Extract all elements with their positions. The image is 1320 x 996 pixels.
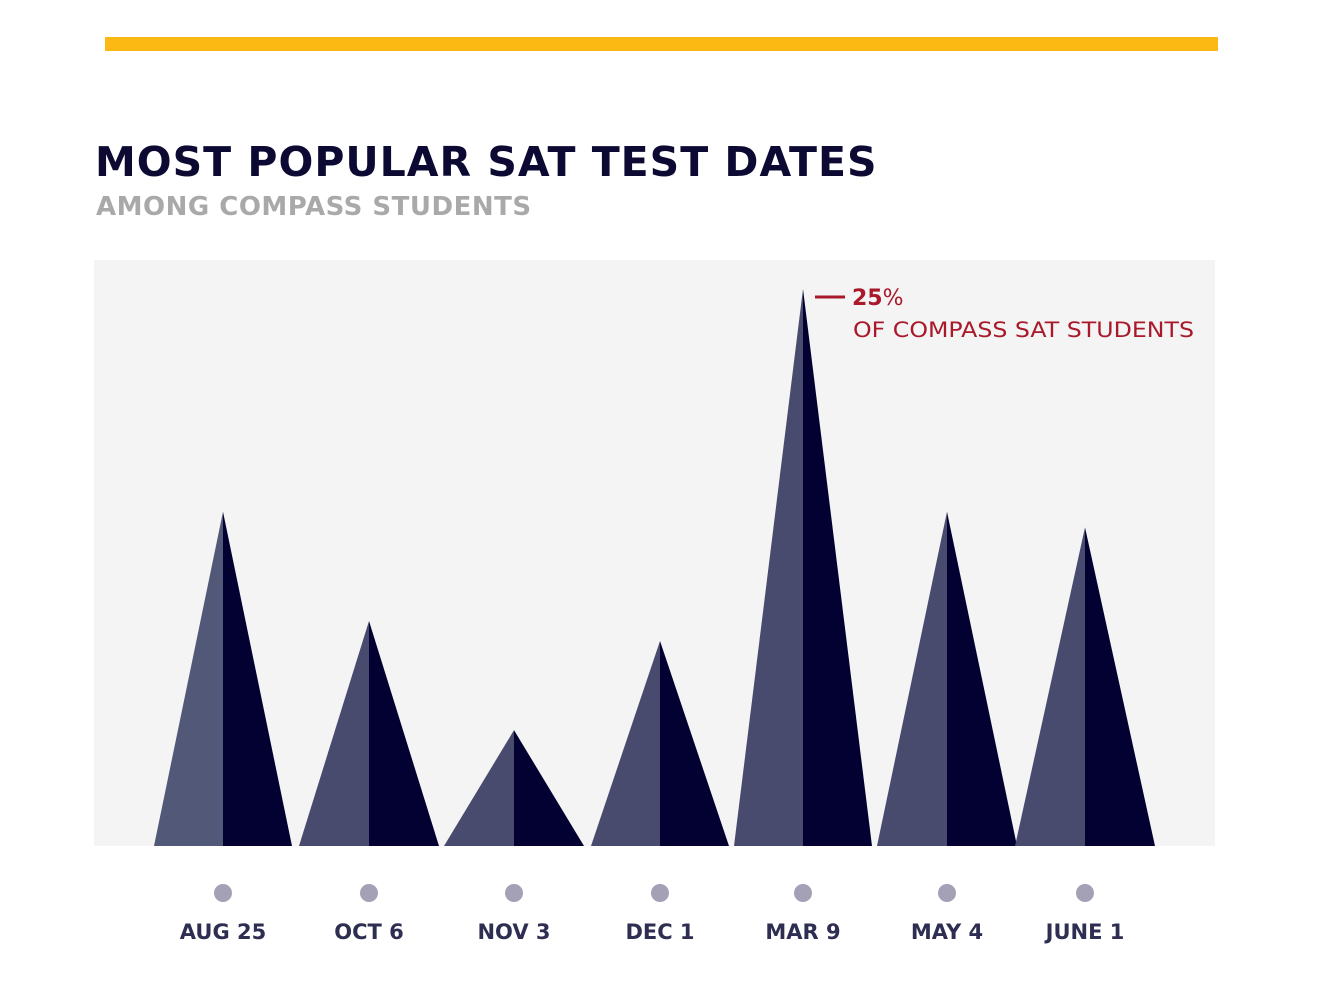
peak-light-face xyxy=(591,641,660,846)
ticks-layer: AUG 25 OCT 6 NOV 3 DEC 1 MAR 9 MAY 4 JUNE 1 xyxy=(180,884,1125,944)
tick-label: OCT 6 xyxy=(334,920,404,944)
tick-dot xyxy=(651,884,669,902)
tick-dot xyxy=(794,884,812,902)
tick-dot xyxy=(938,884,956,902)
tick-label: MAR 9 xyxy=(765,920,840,944)
peak-dark-face xyxy=(803,288,872,846)
accent-bar xyxy=(105,37,1218,51)
peak-dark-face xyxy=(369,620,439,846)
peak-light-face xyxy=(877,511,947,846)
tick-label: NOV 3 xyxy=(477,920,550,944)
peaks-layer xyxy=(154,288,1155,846)
peak-light-face xyxy=(299,620,369,846)
peak-dark-face xyxy=(223,511,292,846)
tick-label: JUNE 1 xyxy=(1044,920,1125,944)
tick-dot xyxy=(505,884,523,902)
peak-dark-face xyxy=(660,641,729,846)
peak-dark-face xyxy=(514,730,584,846)
chart-subtitle: AMONG COMPASS STUDENTS xyxy=(96,192,532,222)
tick-dot xyxy=(360,884,378,902)
tick-label: MAY 4 xyxy=(911,920,983,944)
tick-dot xyxy=(214,884,232,902)
annotation-value-text: 25% xyxy=(852,286,904,311)
chart-title: MOST POPULAR SAT TEST DATES xyxy=(95,138,878,186)
peak-light-face xyxy=(154,511,223,846)
annotation-value: 25 xyxy=(852,286,883,311)
peak-light-face xyxy=(734,288,803,846)
peak-annotation: 25% OF COMPASS SAT STUDENTS xyxy=(815,286,1194,342)
annotation-description: OF COMPASS SAT STUDENTS xyxy=(853,318,1194,342)
annotation-unit: % xyxy=(883,286,904,311)
peak-light-face xyxy=(1015,527,1085,846)
tick-label: AUG 25 xyxy=(180,920,266,944)
peak-light-face xyxy=(444,730,514,846)
tick-label: DEC 1 xyxy=(625,920,694,944)
tick-dot xyxy=(1076,884,1094,902)
peak-dark-face xyxy=(1085,527,1155,846)
peak-dark-face xyxy=(947,511,1017,846)
